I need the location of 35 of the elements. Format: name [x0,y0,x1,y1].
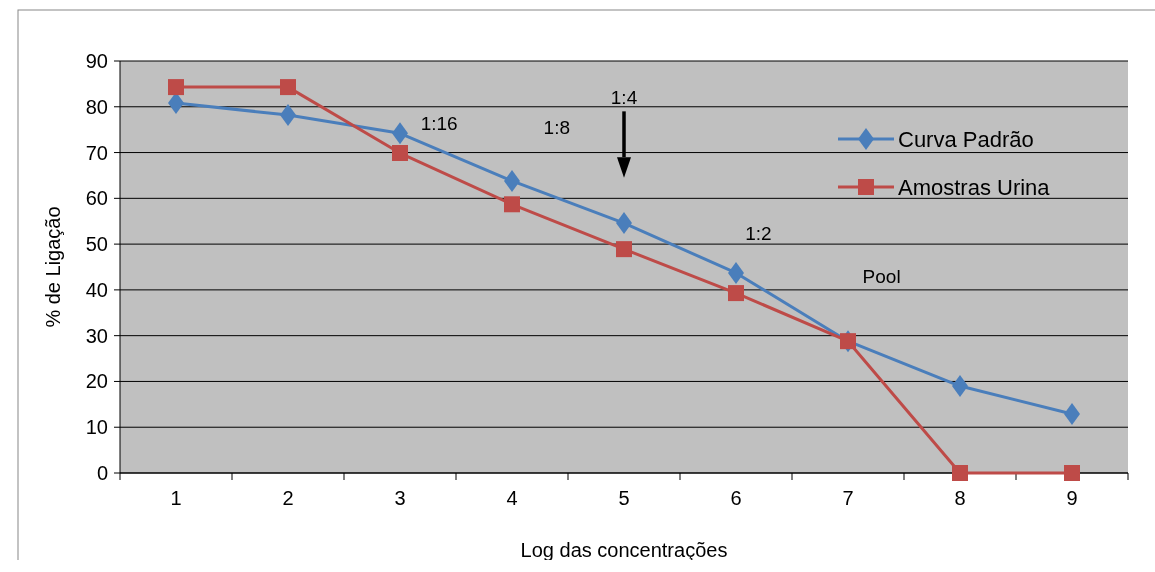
y-tick-label: 40 [85,278,108,301]
y-tick-label: 90 [85,50,108,72]
x-tick-label: 9 [1066,487,1078,509]
y-tick-label: 0 [96,462,108,484]
annotation: 1:4 [610,87,638,109]
annotation: Pool [862,265,901,287]
point [504,196,520,213]
x-tick-label: 2 [282,487,294,509]
y-axis-title: % de Ligação [42,206,64,328]
y-tick-label: 60 [85,187,108,210]
point [728,285,744,302]
x-tick-label: 8 [954,487,966,509]
legend-label: Amostras Urina [898,174,1051,200]
y-tick-label: 30 [85,324,108,347]
x-tick-label: 1 [170,487,182,509]
x-tick-label: 5 [618,487,630,509]
point [280,79,296,96]
x-tick-label: 3 [394,487,406,509]
point [392,145,408,162]
annotation: 1:8 [543,117,571,139]
legend-label: Curva Padrão [898,126,1034,152]
y-tick-label: 10 [85,416,108,439]
y-tick-label: 20 [85,370,108,393]
x-tick-label: 6 [730,487,742,509]
x-tick-label: 4 [506,487,518,509]
point [952,465,968,481]
x-tick-label: 7 [842,487,854,509]
y-tick-label: 80 [85,95,108,118]
y-tick-label: 70 [85,141,108,164]
point [168,79,184,96]
point [1064,465,1080,481]
annotation: 1:2 [745,222,772,244]
annotation: 1:16 [420,112,458,134]
y-tick-label: 50 [85,233,108,256]
point [616,241,632,258]
